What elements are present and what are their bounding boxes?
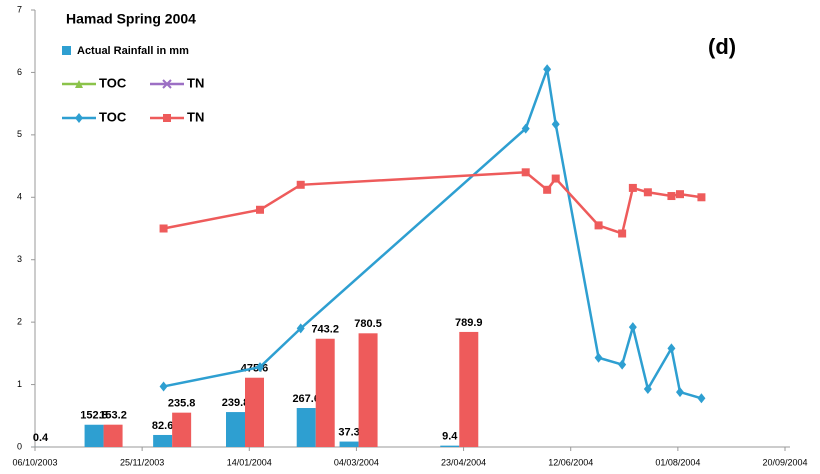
x-tick-label: 25/11/2003 (120, 457, 164, 467)
bar (153, 434, 173, 447)
marker (676, 387, 684, 398)
x-tick-label: 20/09/2004 (762, 457, 807, 467)
data-label: 0.4 (33, 432, 49, 444)
bar (226, 412, 245, 447)
marker (256, 362, 264, 373)
marker (543, 64, 552, 75)
bar (245, 377, 264, 447)
data-label: 789.9 (455, 317, 483, 329)
bar (315, 338, 335, 447)
x-tick-label: 04/03/2004 (334, 457, 379, 467)
annotation: (d) (708, 34, 736, 59)
x-tick-label: 12/06/2004 (548, 457, 593, 467)
y-tick-label: 3 (17, 254, 22, 264)
marker (75, 80, 83, 88)
data-label: 152.8 (80, 410, 108, 422)
legend-swatch (62, 46, 71, 55)
marker (256, 205, 264, 214)
marker (676, 190, 684, 199)
y-tick-label: 0 (17, 441, 22, 451)
marker (551, 119, 560, 130)
legend-label: TN (187, 75, 204, 90)
marker (521, 168, 530, 177)
marker (667, 192, 676, 201)
bar (339, 441, 359, 447)
marker (643, 383, 652, 394)
data-label: 82.6 (152, 420, 173, 432)
data-label: 239.8 (222, 397, 250, 409)
bar (172, 412, 192, 447)
y-tick-label: 4 (17, 192, 22, 202)
marker (667, 343, 676, 354)
marker (618, 359, 627, 370)
marker (296, 323, 305, 334)
data-label: 267.6 (292, 393, 320, 405)
marker (628, 183, 637, 192)
chart-title: Hamad Spring 2004 (66, 11, 196, 27)
bar (440, 445, 460, 447)
marker (296, 180, 305, 189)
marker (618, 229, 627, 238)
legend-label: Actual Rainfall in mm (77, 45, 189, 57)
y-tick-label: 2 (17, 317, 22, 327)
bar (84, 424, 104, 447)
marker (594, 352, 603, 363)
marker (551, 174, 560, 183)
x-tick-label: 06/10/2003 (12, 457, 57, 467)
legend-label: TN (187, 109, 204, 124)
data-label: 743.2 (311, 324, 339, 336)
bar (296, 408, 316, 447)
marker (697, 193, 706, 202)
marker (543, 185, 552, 194)
y-tick-label: 6 (17, 67, 22, 77)
bar (358, 333, 378, 447)
marker (162, 79, 172, 89)
x-tick-label: 14/01/2004 (227, 457, 272, 467)
line (163, 171, 702, 236)
bar (103, 424, 123, 447)
data-label: 37.3 (338, 426, 359, 438)
marker (643, 188, 652, 197)
y-tick-label: 1 (17, 379, 22, 389)
marker (697, 393, 706, 404)
marker (628, 322, 637, 333)
y-tick-label: 7 (17, 4, 22, 14)
data-label: 9.4 (442, 431, 458, 443)
marker (594, 221, 603, 230)
data-label: 780.5 (354, 318, 382, 330)
bar (459, 331, 479, 447)
data-label: 153.2 (99, 410, 127, 422)
x-tick-label: 23/04/2004 (441, 457, 486, 467)
marker (521, 123, 530, 134)
legend-label: TOC (99, 109, 127, 124)
y-tick-label: 5 (17, 129, 22, 139)
marker (163, 114, 171, 122)
data-label: 235.8 (168, 398, 196, 410)
marker (159, 381, 168, 392)
marker (75, 113, 83, 123)
legend-label: TOC (99, 75, 127, 90)
x-tick-label: 01/08/2004 (655, 457, 700, 467)
marker (159, 224, 168, 233)
